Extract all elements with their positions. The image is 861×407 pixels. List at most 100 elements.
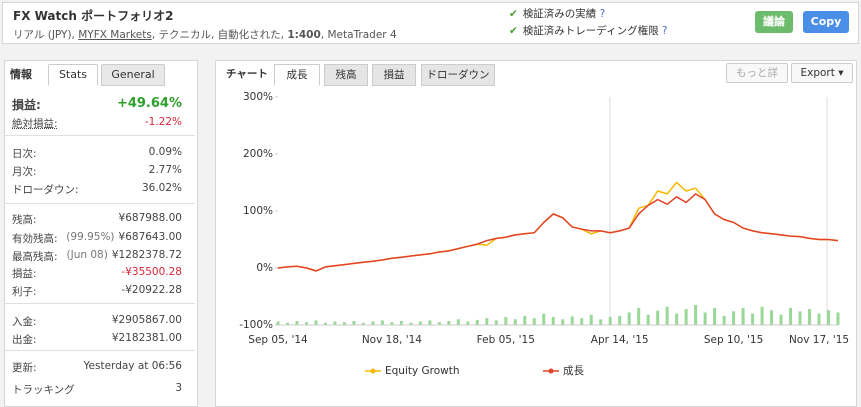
stat-label: 最高残高: xyxy=(12,251,58,263)
x-tick-label: Nov 18, '14 xyxy=(362,334,422,346)
stat-row: 更新: Yesterday at 06:56 xyxy=(12,360,182,375)
tab[interactable]: 成長 xyxy=(274,64,320,86)
x-tick-label: Sep 10, '15 xyxy=(704,334,763,346)
volume-bar xyxy=(827,310,831,325)
volume-bar xyxy=(656,310,660,325)
volume-bar xyxy=(399,321,403,325)
x-tick-label: Sep 05, '14 xyxy=(248,334,308,346)
separator xyxy=(5,135,195,136)
stat-row: 利子: -¥20922.28 xyxy=(12,284,182,299)
volume-bar xyxy=(646,314,650,325)
stat-row: 月次: 2.77% xyxy=(12,164,182,179)
volume-bar xyxy=(608,317,612,325)
volume-bar xyxy=(418,321,422,325)
copy-button[interactable]: Copy xyxy=(803,11,849,33)
stat-row: 最高残高: (Jun 08) ¥1282378.72 xyxy=(12,249,182,264)
volume-bar xyxy=(703,312,707,325)
stat-label: 入金: xyxy=(12,316,37,328)
tab[interactable]: ドローダウン xyxy=(421,64,495,86)
volume-bar xyxy=(352,321,356,325)
y-tick-label: 200% xyxy=(243,148,273,160)
volume-bar xyxy=(342,322,346,325)
volume-bar xyxy=(713,307,717,325)
stat-row: 出金: ¥2182381.00 xyxy=(12,332,182,347)
tab[interactable]: General xyxy=(101,64,165,86)
volume-bar xyxy=(684,309,688,325)
tab[interactable]: 損益 xyxy=(372,64,416,86)
stat-row: 日次: 0.09% xyxy=(12,146,182,161)
volume-bar xyxy=(333,321,337,325)
volume-bar xyxy=(390,322,394,325)
stat-value: ¥1282378.72 xyxy=(111,249,182,261)
stat-value: -¥35500.28 xyxy=(121,266,182,278)
volume-bar xyxy=(732,311,736,325)
volume-bar xyxy=(618,315,622,325)
more-button[interactable]: もっと詳 xyxy=(726,63,788,83)
stat-row: 損益: -¥35500.28 xyxy=(12,266,182,281)
stat-row: 入金: ¥2905867.00 xyxy=(12,314,182,329)
volume-bar xyxy=(314,320,318,325)
y-tick-label: 0% xyxy=(256,262,273,274)
stat-label: トラッキング xyxy=(12,384,75,396)
volume-bar xyxy=(808,309,812,325)
check: ✔ 検証済みトレーディング権限 ? xyxy=(509,25,668,37)
stat-row: トラッキング 3 xyxy=(12,382,182,397)
volume-bar xyxy=(428,320,432,325)
series-line xyxy=(277,181,839,272)
volume-bar xyxy=(485,318,489,325)
discuss-button[interactable]: 議論 xyxy=(755,11,793,33)
volume-bar xyxy=(665,306,669,325)
stat-label: 有効残高: xyxy=(12,233,58,245)
text: リアル (JPY), xyxy=(13,29,79,41)
volume-bar xyxy=(542,313,546,325)
stat-label: 絶対損益: xyxy=(12,118,58,130)
stat-value: 3 xyxy=(175,382,182,394)
volume-bar xyxy=(475,319,479,325)
stat-value: ¥2905867.00 xyxy=(111,314,182,326)
volume-bar xyxy=(494,320,498,325)
label: Export xyxy=(800,67,835,79)
y-tick-label: 300% xyxy=(243,91,273,103)
volume-bar xyxy=(580,318,584,325)
volume-bar xyxy=(380,320,384,325)
export-button[interactable]: Export ▾ xyxy=(791,63,853,83)
stat-label: ドローダウン: xyxy=(12,184,79,196)
separator xyxy=(5,203,195,204)
volume-bar xyxy=(551,317,555,325)
volume-bar xyxy=(466,321,470,325)
volume-bar xyxy=(694,305,698,325)
tab[interactable]: 残高 xyxy=(324,64,368,86)
legend-label: Equity Growth xyxy=(385,365,460,377)
tab[interactable]: Stats xyxy=(48,64,98,86)
broker-link[interactable]: MYFX Markets xyxy=(78,29,152,41)
stat-note: (Jun 08) xyxy=(66,249,108,261)
stat-row: 有効残高: (99.95%) ¥687643.00 xyxy=(12,231,182,246)
stat-label: 損益: xyxy=(12,98,41,112)
volume-bar xyxy=(456,319,460,325)
leverage: 1:400 xyxy=(287,29,321,41)
volume-bar xyxy=(589,314,593,325)
volume-bar xyxy=(599,319,603,325)
stat-value: -1.22% xyxy=(144,116,182,128)
volume-bar xyxy=(561,319,565,325)
title: FX Watch ポートフォリオ2 xyxy=(13,9,174,23)
volume-bar xyxy=(779,314,783,325)
volume-bar xyxy=(285,322,289,325)
stat-value: ¥687643.00 xyxy=(118,231,182,243)
x-tick-label: Apr 14, '15 xyxy=(591,334,649,346)
volume-bar xyxy=(789,307,793,325)
volume-bar xyxy=(675,313,679,325)
volume-bar xyxy=(741,307,745,325)
stat-value: -¥20922.28 xyxy=(121,284,182,296)
y-tick-label: -100% xyxy=(239,319,273,331)
stat-label: 出金: xyxy=(12,334,37,346)
volume-bar xyxy=(523,315,527,325)
y-tick-label: 100% xyxy=(243,205,273,217)
text: , MetaTrader 4 xyxy=(320,29,397,41)
volume-bar xyxy=(371,321,375,325)
panel-label: チャート xyxy=(226,68,268,80)
volume-bar xyxy=(817,313,821,325)
volume-bar xyxy=(409,322,413,325)
volume-bar xyxy=(798,311,802,325)
